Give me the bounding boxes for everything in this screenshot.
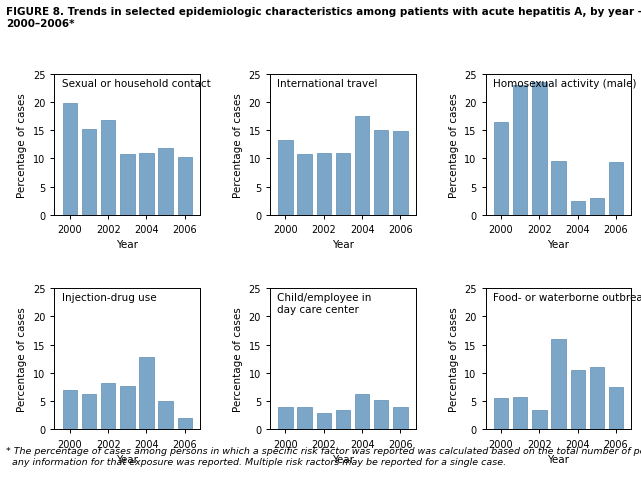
Bar [317, 153, 331, 216]
Bar [139, 358, 154, 430]
Bar [82, 395, 96, 430]
X-axis label: Year: Year [116, 240, 138, 250]
Bar [374, 400, 388, 430]
Y-axis label: Percentage of cases: Percentage of cases [17, 93, 28, 197]
Bar [513, 397, 528, 430]
Bar [551, 339, 566, 430]
Bar [158, 401, 173, 430]
Bar [63, 104, 77, 216]
Bar [101, 383, 115, 430]
X-axis label: Year: Year [116, 454, 138, 464]
Text: * The percentage of cases among persons in which a specific risk factor was repo: * The percentage of cases among persons … [6, 446, 641, 466]
Bar [393, 132, 408, 216]
Y-axis label: Percentage of cases: Percentage of cases [233, 93, 243, 197]
Bar [570, 371, 585, 430]
Bar [139, 153, 154, 216]
Bar [590, 198, 604, 216]
X-axis label: Year: Year [332, 240, 354, 250]
Bar [278, 141, 293, 216]
Bar [297, 155, 312, 216]
Bar [532, 410, 547, 430]
Bar [120, 155, 135, 216]
Bar [336, 410, 350, 430]
Bar [551, 162, 566, 216]
Bar [82, 130, 96, 216]
Y-axis label: Percentage of cases: Percentage of cases [233, 307, 243, 411]
Y-axis label: Percentage of cases: Percentage of cases [17, 307, 28, 411]
Bar [178, 158, 192, 216]
Bar [317, 413, 331, 430]
Bar [336, 153, 350, 216]
Text: Sexual or household contact: Sexual or household contact [62, 79, 210, 89]
Text: Child/employee in
day care center: Child/employee in day care center [278, 293, 372, 314]
Text: FIGURE 8. Trends in selected epidemiologic characteristics among patients with a: FIGURE 8. Trends in selected epidemiolog… [6, 7, 641, 29]
Bar [355, 394, 369, 430]
Bar [494, 122, 508, 216]
X-axis label: Year: Year [547, 454, 570, 464]
Bar [101, 121, 115, 216]
Bar [609, 387, 623, 430]
Y-axis label: Percentage of cases: Percentage of cases [449, 93, 458, 197]
Bar [278, 407, 293, 430]
Bar [494, 398, 508, 430]
Y-axis label: Percentage of cases: Percentage of cases [449, 307, 458, 411]
Bar [120, 386, 135, 430]
Text: Homosexual activity (male): Homosexual activity (male) [493, 79, 637, 89]
Bar [532, 83, 547, 216]
X-axis label: Year: Year [547, 240, 570, 250]
Bar [355, 117, 369, 216]
Text: Injection-drug use: Injection-drug use [62, 293, 156, 303]
X-axis label: Year: Year [332, 454, 354, 464]
Bar [609, 163, 623, 216]
Bar [590, 368, 604, 430]
Bar [158, 149, 173, 216]
Bar [513, 85, 528, 216]
Text: International travel: International travel [278, 79, 378, 89]
Bar [374, 131, 388, 216]
Bar [297, 407, 312, 430]
Bar [63, 390, 77, 430]
Text: Food- or waterborne outbreak: Food- or waterborne outbreak [493, 293, 641, 303]
Bar [393, 407, 408, 430]
Bar [178, 419, 192, 430]
Bar [570, 201, 585, 216]
